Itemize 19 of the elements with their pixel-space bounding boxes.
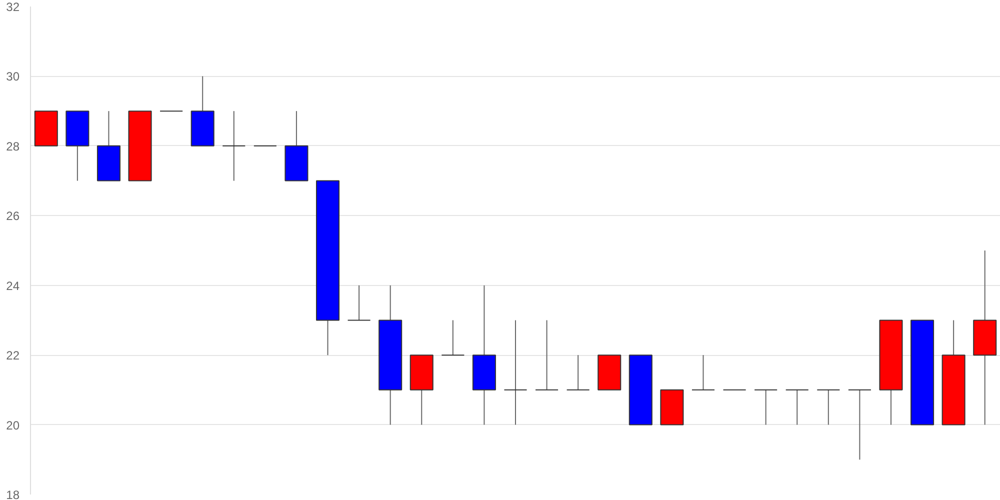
y-tick-label: 24 [6, 278, 20, 293]
candlestick [222, 110, 246, 182]
y-tick-label: 18 [6, 488, 20, 500]
candlestick [691, 354, 716, 390]
candlestick [848, 389, 872, 460]
y-tick-label: 20 [6, 418, 20, 432]
y-tick-label: 28 [6, 139, 20, 154]
candlestick [504, 320, 528, 426]
y-tick-label: 22 [6, 348, 20, 363]
candlestick [816, 389, 840, 426]
candlestick [566, 354, 590, 390]
y-tick-label: 32 [6, 0, 20, 14]
candlestick [785, 389, 809, 426]
y-tick-label: 26 [6, 209, 20, 224]
candlestick [535, 320, 559, 390]
candlestick [347, 284, 371, 321]
candlestick [441, 320, 465, 356]
candlestick [754, 389, 778, 426]
y-tick-label: 30 [6, 70, 20, 84]
